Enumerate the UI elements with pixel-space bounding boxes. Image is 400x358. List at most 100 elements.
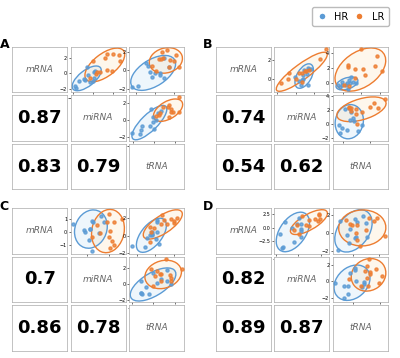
- Point: [332, 281, 338, 286]
- Point: [353, 234, 359, 240]
- Point: [352, 66, 359, 72]
- Point: [156, 56, 163, 62]
- Point: [173, 216, 180, 221]
- Point: [362, 72, 368, 78]
- Text: tRNA: tRNA: [146, 323, 168, 333]
- Point: [347, 226, 353, 232]
- Point: [290, 228, 297, 233]
- Point: [165, 104, 172, 110]
- Point: [382, 233, 388, 239]
- Point: [153, 113, 160, 119]
- Point: [82, 77, 88, 83]
- Point: [166, 64, 173, 70]
- Point: [97, 69, 103, 74]
- Text: tRNA: tRNA: [349, 323, 372, 333]
- Point: [138, 290, 144, 296]
- Point: [103, 67, 110, 73]
- Point: [278, 80, 284, 86]
- Point: [111, 219, 117, 225]
- Ellipse shape: [295, 64, 314, 88]
- Point: [156, 271, 163, 277]
- Point: [339, 83, 345, 88]
- Point: [352, 230, 359, 236]
- Ellipse shape: [154, 99, 183, 121]
- Text: tRNA: tRNA: [349, 162, 372, 171]
- Point: [164, 278, 170, 284]
- Point: [128, 243, 135, 249]
- Point: [295, 215, 302, 221]
- Point: [128, 131, 135, 136]
- Point: [336, 122, 342, 128]
- Point: [138, 290, 144, 296]
- Point: [94, 222, 100, 228]
- Point: [346, 77, 352, 83]
- Point: [98, 213, 104, 219]
- Point: [348, 74, 354, 80]
- Point: [149, 231, 155, 236]
- Point: [345, 283, 351, 289]
- Point: [91, 76, 98, 81]
- Ellipse shape: [335, 48, 386, 91]
- Point: [351, 235, 358, 241]
- Point: [152, 273, 158, 279]
- Text: mRNA: mRNA: [26, 65, 54, 74]
- Text: 0.74: 0.74: [221, 109, 265, 127]
- Point: [104, 51, 110, 57]
- Text: tRNA: tRNA: [146, 162, 168, 171]
- Point: [358, 46, 365, 52]
- Point: [312, 217, 318, 222]
- Point: [135, 83, 142, 89]
- Point: [87, 75, 93, 81]
- Point: [352, 267, 358, 273]
- Point: [352, 278, 359, 284]
- Text: 0.87: 0.87: [280, 319, 324, 337]
- Point: [358, 283, 364, 289]
- Point: [158, 221, 164, 227]
- Point: [168, 106, 174, 112]
- Ellipse shape: [351, 258, 386, 291]
- Ellipse shape: [72, 66, 101, 91]
- Point: [298, 82, 304, 88]
- Point: [360, 213, 366, 219]
- Point: [158, 278, 164, 284]
- Ellipse shape: [92, 209, 124, 253]
- Point: [360, 66, 366, 72]
- Point: [158, 57, 164, 62]
- Point: [164, 47, 170, 53]
- Point: [176, 109, 183, 115]
- Point: [370, 100, 377, 106]
- Point: [346, 105, 352, 111]
- Point: [91, 69, 98, 75]
- Point: [95, 231, 102, 236]
- Point: [291, 240, 297, 245]
- Point: [106, 245, 113, 251]
- Point: [92, 68, 98, 73]
- Point: [344, 291, 351, 296]
- Point: [116, 53, 122, 58]
- Point: [179, 266, 185, 272]
- Point: [343, 217, 350, 223]
- Point: [297, 228, 304, 233]
- Point: [316, 56, 323, 62]
- Point: [73, 86, 79, 91]
- Point: [276, 231, 283, 237]
- Point: [362, 227, 369, 233]
- Point: [341, 283, 347, 289]
- Point: [148, 74, 155, 80]
- Point: [352, 265, 358, 271]
- Point: [346, 104, 352, 110]
- Point: [315, 219, 321, 224]
- Point: [108, 68, 115, 73]
- Point: [362, 268, 368, 274]
- Text: D: D: [203, 200, 214, 213]
- Point: [299, 77, 305, 83]
- Point: [86, 237, 92, 243]
- Point: [149, 63, 155, 69]
- Point: [171, 58, 177, 64]
- Point: [354, 220, 360, 226]
- Point: [346, 270, 353, 276]
- Point: [306, 67, 312, 73]
- Point: [168, 281, 175, 287]
- Legend: HR, LR: HR, LR: [312, 7, 389, 26]
- Point: [299, 213, 306, 219]
